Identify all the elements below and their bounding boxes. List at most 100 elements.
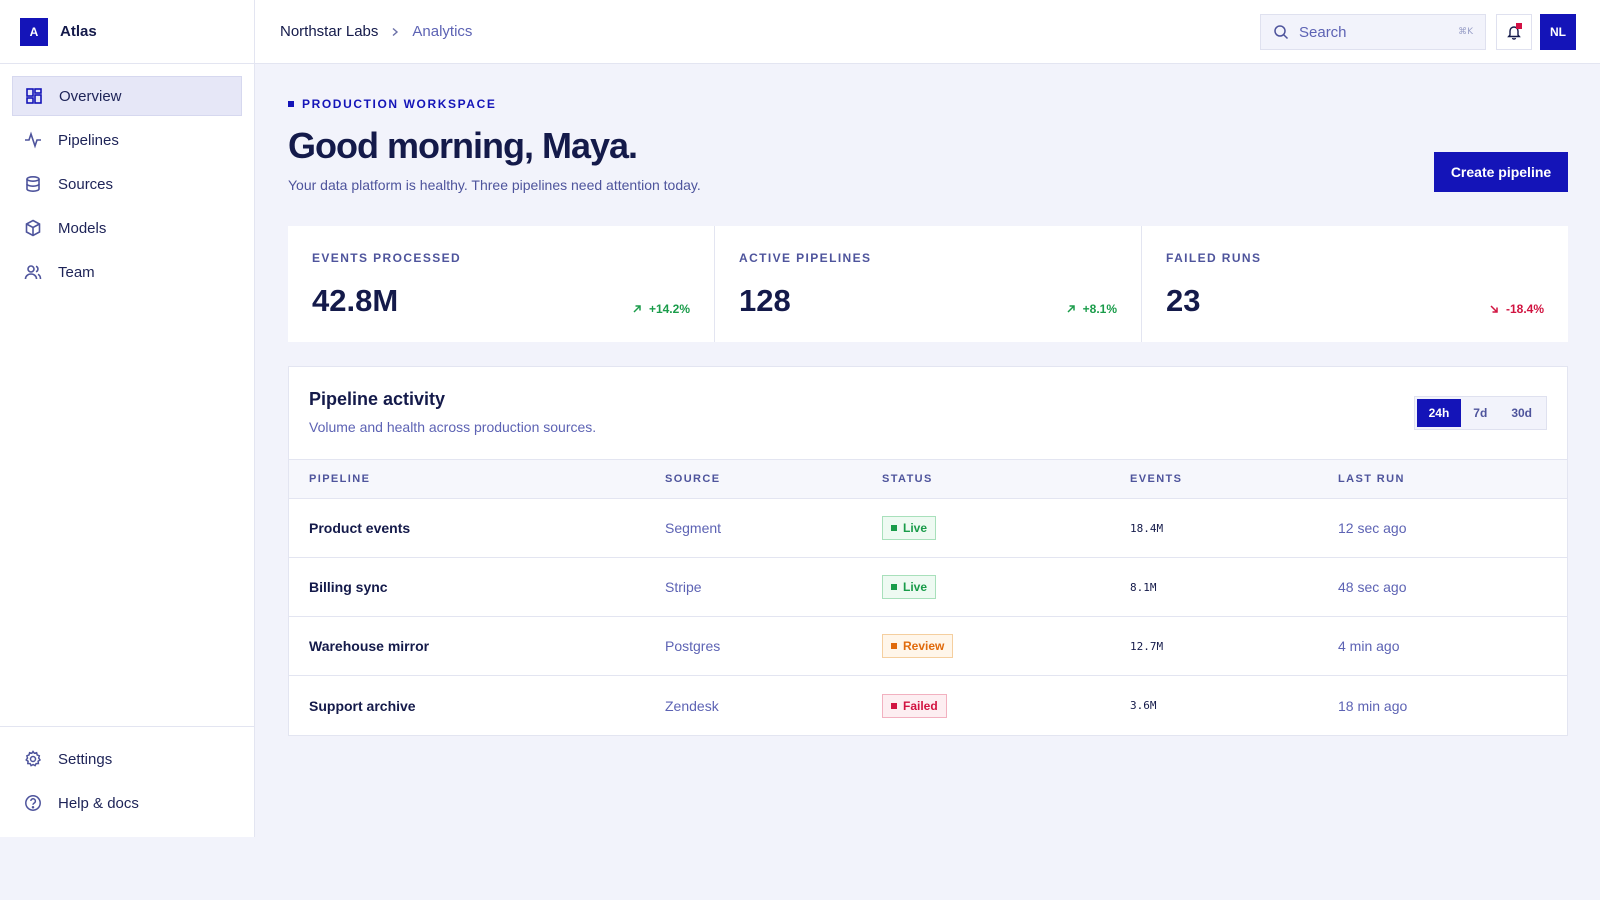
cell-events: 8.1M xyxy=(1130,580,1157,594)
status-text: Live xyxy=(903,521,928,535)
page-title: Good morning, Maya. xyxy=(288,125,638,166)
cell-pipeline: Warehouse mirror xyxy=(309,638,430,654)
stat-change-value: -18.4% xyxy=(1505,302,1544,316)
status-dot xyxy=(891,525,897,531)
status-badge: Review xyxy=(882,634,954,658)
status-badge: Live xyxy=(882,516,937,540)
stat-change: -18.4% xyxy=(1489,302,1544,316)
cell-last-run: 12 sec ago xyxy=(1338,520,1407,536)
database-icon xyxy=(24,175,42,193)
stat-label: ACTIVE PIPELINES xyxy=(739,251,872,265)
search-input[interactable]: Search ⌘K xyxy=(1260,14,1486,50)
column-header-last-run[interactable]: LAST RUN xyxy=(1338,473,1405,485)
chevron-right-icon xyxy=(390,27,400,37)
cell-source: Stripe xyxy=(665,579,702,595)
sidebar-item-overview[interactable]: Overview xyxy=(12,76,242,116)
cell-source: Segment xyxy=(665,520,722,536)
card-subtitle: Volume and health across production sour… xyxy=(309,419,597,435)
page-subtitle: Your data platform is healthy. Three pip… xyxy=(288,177,701,193)
stat-value: 23 xyxy=(1166,283,1201,318)
column-header-pipeline[interactable]: PIPELINE xyxy=(309,473,371,485)
notification-dot xyxy=(1516,23,1522,29)
stat-change: +14.2% xyxy=(632,302,690,316)
cell-last-run: 4 min ago xyxy=(1338,638,1400,654)
stat-label: EVENTS PROCESSED xyxy=(312,251,462,265)
cell-status: Live xyxy=(882,516,1130,540)
sidebar-item-sources[interactable]: Sources xyxy=(12,164,242,204)
cell-pipeline: Support archive xyxy=(309,697,416,714)
range-30d-button[interactable]: 30d xyxy=(1511,406,1532,420)
eyebrow-label: PRODUCTION WORKSPACE xyxy=(302,97,497,111)
table-row[interactable]: Product events Segment Live 18.4M 12 sec… xyxy=(289,499,1567,558)
avatar[interactable]: NL xyxy=(1540,14,1576,50)
status-dot xyxy=(891,584,897,590)
cell-status: Review xyxy=(882,634,1130,658)
stat-change-value: +14.2% xyxy=(648,302,690,316)
column-header-events[interactable]: EVENTS xyxy=(1130,473,1183,485)
brand-name: Atlas xyxy=(60,23,97,40)
breadcrumb-current: Analytics xyxy=(412,23,473,40)
table-row[interactable]: Support archive Zendesk Failed 3.6M 18 m… xyxy=(289,676,1567,735)
create-pipeline-button[interactable]: Create pipeline xyxy=(1434,152,1568,192)
gear-icon xyxy=(24,750,42,768)
search-icon xyxy=(1273,24,1289,40)
stat-card-failed-runs: FAILED RUNS 23 -18.4% xyxy=(1142,226,1568,342)
table-row[interactable]: Warehouse mirror Postgres Review 12.7M 4… xyxy=(289,617,1567,676)
status-text: Review xyxy=(903,639,945,653)
sidebar-item-label: Overview xyxy=(59,87,122,105)
topbar: Northstar Labs Analytics Search ⌘K NL xyxy=(255,0,1600,64)
sidebar-item-label: Help & docs xyxy=(58,794,139,812)
range-7d-button[interactable]: 7d xyxy=(1473,406,1488,420)
card-title: Pipeline activity xyxy=(309,389,446,409)
sidebar-item-pipelines[interactable]: Pipelines xyxy=(12,120,242,160)
range-24h-button[interactable]: 24h xyxy=(1416,399,1462,427)
cell-pipeline: Product events xyxy=(309,520,411,536)
stat-change: +8.1% xyxy=(1066,302,1117,316)
activity-icon xyxy=(24,131,42,149)
stat-change-value: +8.1% xyxy=(1082,302,1117,316)
table-row[interactable]: Billing sync Stripe Live 8.1M 48 sec ago xyxy=(289,558,1567,617)
stat-value: 128 xyxy=(739,283,791,318)
cell-last-run: 18 min ago xyxy=(1338,697,1408,714)
arrow-up-right-icon xyxy=(1066,304,1076,314)
dashboard-icon xyxy=(25,87,43,105)
sidebar-item-models[interactable]: Models xyxy=(12,208,242,248)
sidebar-item-settings[interactable]: Settings xyxy=(12,739,242,779)
sidebar: A Atlas Overview Pipelines Sources Mod xyxy=(0,0,255,837)
status-text: Live xyxy=(903,580,928,594)
topbar-actions: Search ⌘K NL xyxy=(1260,14,1576,50)
breadcrumb: Northstar Labs Analytics xyxy=(280,23,472,40)
users-icon xyxy=(24,263,42,281)
sidebar-item-team[interactable]: Team xyxy=(12,252,242,292)
column-header-source[interactable]: SOURCE xyxy=(665,473,721,485)
cell-status: Failed xyxy=(882,693,1130,718)
sidebar-item-help[interactable]: Help & docs xyxy=(12,783,242,823)
sidebar-item-label: Sources xyxy=(58,175,114,193)
brand[interactable]: A Atlas xyxy=(0,0,254,64)
status-dot xyxy=(891,643,897,649)
workspace-eyebrow: PRODUCTION WORKSPACE xyxy=(288,97,1568,111)
breadcrumb-root[interactable]: Northstar Labs xyxy=(280,23,379,40)
cell-source: Postgres xyxy=(665,638,721,654)
help-icon xyxy=(24,794,42,812)
main-content: PRODUCTION WORKSPACE Good morning, Maya.… xyxy=(288,64,1568,736)
cell-events: 3.6M xyxy=(1130,699,1157,712)
cube-icon xyxy=(24,219,42,237)
sidebar-footer: Settings Help & docs xyxy=(0,726,254,837)
sidebar-item-label: Team xyxy=(58,263,95,281)
cell-events: 12.7M xyxy=(1130,639,1164,653)
arrow-up-right-icon xyxy=(632,304,642,314)
status-dot xyxy=(891,702,897,709)
stats-row: EVENTS PROCESSED 42.8M +14.2% ACTIVE PIP… xyxy=(288,226,1568,342)
notifications-button[interactable] xyxy=(1496,14,1532,50)
status-badge: Live xyxy=(882,575,937,599)
search-shortcut: ⌘K xyxy=(1458,27,1473,37)
cell-events: 18.4M xyxy=(1130,521,1164,535)
cell-pipeline: Billing sync xyxy=(309,579,388,595)
brand-logo: A xyxy=(20,17,48,46)
stat-value: 42.8M xyxy=(312,283,399,318)
column-header-status[interactable]: STATUS xyxy=(882,473,933,485)
status-text: Failed xyxy=(903,698,938,713)
sidebar-item-label: Pipelines xyxy=(58,131,119,149)
cell-status: Live xyxy=(882,575,1130,599)
